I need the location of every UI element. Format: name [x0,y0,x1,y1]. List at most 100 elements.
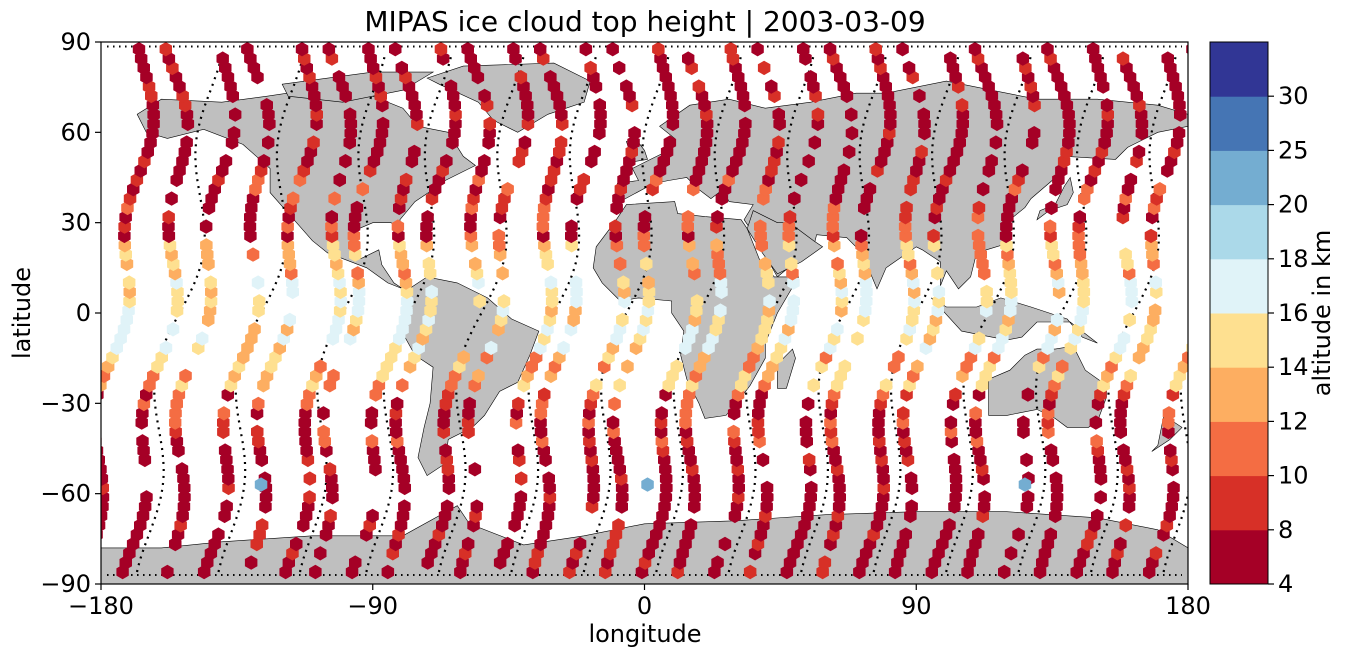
cloud-point [932,294,945,309]
cloud-point [838,359,852,374]
cloud-point [205,284,218,300]
cloud-point [425,294,438,309]
cloud-point [324,508,337,524]
cloud-point [398,499,411,514]
cloud-point [1086,42,1100,57]
cloud-point [808,135,821,150]
cloud-point [511,443,525,458]
cloud-point [332,70,346,85]
colorbar-segment [1210,313,1268,368]
cloud-point [869,42,882,57]
cloud-point [1145,238,1158,253]
cloud-point [218,443,232,458]
cloud-point [884,116,897,132]
cloud-point [1072,228,1085,244]
cloud-point [246,247,260,262]
cloud-point [805,480,818,496]
cloud-point [756,452,770,468]
cloud-point [1114,424,1127,440]
cloud-point [872,424,885,440]
cloud-point [949,490,962,505]
cloud-point [334,294,347,309]
cloud-point [1020,452,1033,468]
cloud-point [464,228,478,244]
cloud-point [255,518,269,533]
cloud-point [985,154,998,169]
cloud-point [554,135,568,150]
cloud-point [1164,443,1177,458]
cloud-point [470,499,484,514]
cloud-point [229,107,242,122]
cloud-point [757,60,771,76]
cloud-point [534,42,547,57]
cloud-point [754,219,767,234]
cloud-point [88,537,101,551]
cloud-point [298,424,312,440]
cloud-point [760,480,774,496]
cloud-point [660,480,673,496]
cloud-point [618,294,631,309]
cloud-point [998,564,1011,580]
cloud-point [892,350,905,365]
cloud-point [1149,546,1163,561]
cloud-point [613,60,626,76]
cloud-point [896,42,909,57]
cloud-point [652,42,665,57]
cloud-point [219,154,233,169]
cloud-point [666,116,680,132]
cloud-point [217,406,231,421]
cloud-point [1144,228,1158,244]
colorbar-tick-label: 25 [1278,136,1309,164]
cloud-point [565,228,578,244]
cloud-point [464,219,477,234]
cloud-point [681,210,695,225]
cloud-point [799,424,813,440]
cloud-point [724,42,737,57]
colorbar-tick-label: 16 [1278,299,1309,327]
cloud-point [971,228,985,244]
cloud-point [512,396,525,412]
cloud-point [1016,163,1029,178]
cloud-point [323,462,337,477]
cloud-point [782,228,795,244]
cloud-point [162,228,176,244]
cloud-point [365,406,379,421]
cloud-point [732,490,745,505]
cloud-point [943,518,956,533]
cloud-point [913,88,926,104]
cloud-point [220,499,233,514]
cloud-point [663,135,677,150]
cloud-point [1196,313,1208,327]
cloud-point [1114,415,1127,430]
cloud-point [1005,294,1018,309]
cloud-point [679,415,692,430]
cloud-point [565,238,578,253]
cloud-point [989,135,1003,150]
cloud-point [588,144,601,160]
cloud-point [325,228,339,244]
cloud-point [1132,144,1146,160]
cloud-point [1190,201,1203,215]
cloud-point [437,424,450,440]
cloud-point [389,415,402,430]
cloud-point [570,294,583,309]
y-tick-label: 60 [60,118,91,146]
cloud-point [980,284,993,300]
colorbar-segment [1210,258,1268,314]
cloud-point [496,266,509,281]
x-tick-label: 0 [637,592,652,620]
cloud-point [309,564,322,580]
cloud-point [969,406,982,421]
cloud-point [1100,98,1114,113]
cloud-point [947,452,961,468]
cloud-point [1182,350,1188,365]
cloud-point [659,490,673,505]
x-axis-ticks: −180 −90 0 90 180 [68,584,1211,620]
cloud-point [824,415,837,430]
cloud-point [811,116,825,132]
cloud-point [837,163,851,178]
cloud-point [628,126,641,141]
cloud-point [200,238,213,253]
colorbar-segment [1210,475,1268,531]
cloud-point [314,359,327,374]
